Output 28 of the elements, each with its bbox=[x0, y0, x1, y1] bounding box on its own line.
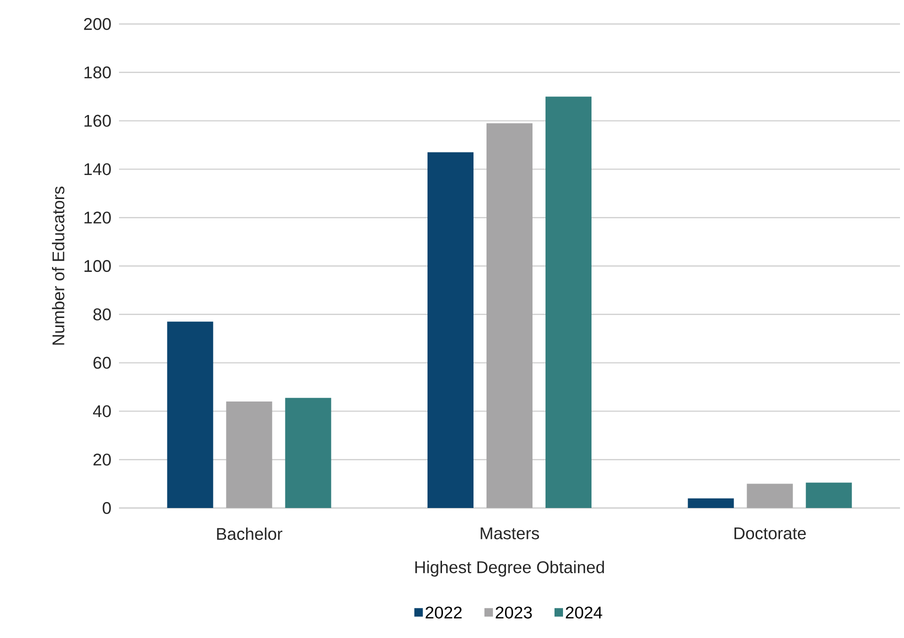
y-tick-label: 180 bbox=[84, 66, 111, 78]
y-axis-title: Number of Educators bbox=[52, 186, 64, 345]
bar bbox=[486, 123, 533, 508]
legend-label: 2023 bbox=[496, 606, 532, 619]
bar bbox=[746, 484, 793, 508]
x-axis-title: Highest Degree Obtained bbox=[415, 560, 604, 577]
bar bbox=[428, 152, 474, 508]
x-tick-label: Doctorate bbox=[734, 528, 806, 540]
y-tick-label: 140 bbox=[84, 163, 111, 176]
bar bbox=[226, 402, 272, 508]
y-tick-label: 80 bbox=[93, 308, 111, 320]
bar bbox=[546, 96, 592, 508]
y-tick-label: 160 bbox=[84, 114, 111, 127]
bar bbox=[285, 398, 332, 508]
y-tick-label: 120 bbox=[84, 212, 111, 224]
bar bbox=[806, 482, 852, 508]
bar bbox=[688, 498, 734, 508]
y-tick-label: 200 bbox=[84, 18, 111, 30]
y-tick-label: 20 bbox=[94, 454, 111, 466]
y-tick-label: 100 bbox=[84, 260, 111, 272]
legend-label: 2024 bbox=[566, 606, 602, 619]
y-tick-label: 40 bbox=[93, 405, 111, 418]
x-tick-label: Bachelor bbox=[217, 528, 282, 540]
y-tick-label: 60 bbox=[94, 356, 111, 369]
legend-label: 2022 bbox=[426, 606, 462, 619]
x-tick-label: Masters bbox=[480, 528, 540, 540]
y-tick-label: 0 bbox=[102, 502, 111, 514]
bar bbox=[167, 322, 214, 508]
